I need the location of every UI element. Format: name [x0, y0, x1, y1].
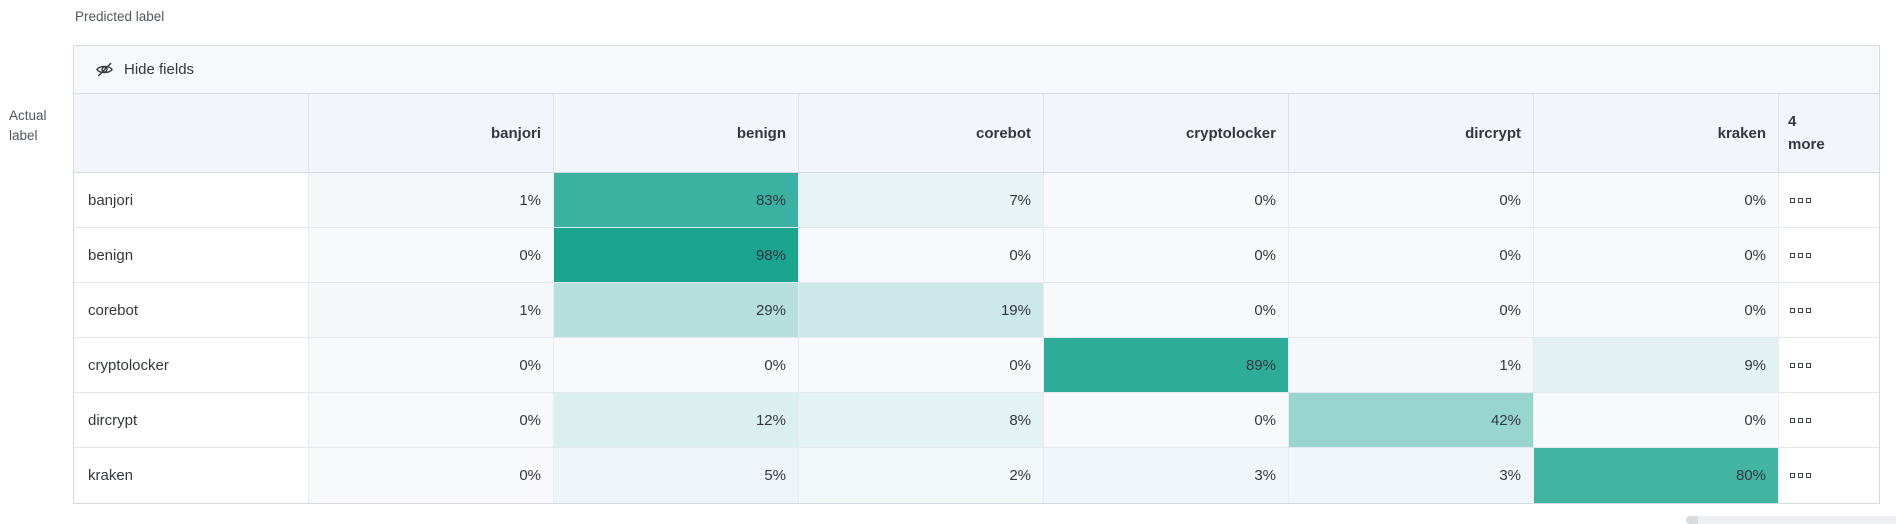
- matrix-cell-dircrypt-banjori[interactable]: 0%: [309, 393, 554, 448]
- more-columns-header[interactable]: 4 more: [1779, 94, 1879, 173]
- more-columns-cell-banjori[interactable]: [1779, 173, 1879, 228]
- boxes-horizontal-icon: [1806, 362, 1811, 368]
- boxes-horizontal-icon: [1790, 197, 1795, 203]
- column-header-kraken[interactable]: kraken: [1534, 94, 1779, 173]
- matrix-cell-benign-dircrypt[interactable]: 0%: [1289, 228, 1534, 283]
- boxes-horizontal-icon: [1790, 307, 1795, 313]
- matrix-cell-corebot-corebot[interactable]: 19%: [799, 283, 1044, 338]
- matrix-row-banjori: banjori 1% 83% 7% 0% 0% 0%: [74, 173, 1879, 228]
- boxes-horizontal-icon: [1790, 417, 1795, 423]
- row-label-corebot[interactable]: corebot: [74, 283, 309, 338]
- scrollbar-thumb[interactable]: [1686, 516, 1698, 524]
- matrix-cell-kraken-kraken[interactable]: 80%: [1534, 448, 1779, 503]
- eye-closed-icon: [95, 60, 114, 79]
- more-columns-cell-cryptolocker[interactable]: [1779, 338, 1879, 393]
- actual-axis-label: Actual label: [9, 108, 47, 143]
- matrix-cell-benign-banjori[interactable]: 0%: [309, 228, 554, 283]
- matrix-cell-corebot-banjori[interactable]: 1%: [309, 283, 554, 338]
- matrix-cell-dircrypt-dircrypt[interactable]: 42%: [1289, 393, 1534, 448]
- matrix-cell-banjori-kraken[interactable]: 0%: [1534, 173, 1779, 228]
- row-label-cryptolocker[interactable]: cryptolocker: [74, 338, 309, 393]
- column-header-corebot[interactable]: corebot: [799, 94, 1044, 173]
- matrix-row-benign: benign 0% 98% 0% 0% 0% 0%: [74, 228, 1879, 283]
- matrix-cell-banjori-banjori[interactable]: 1%: [309, 173, 554, 228]
- column-header-benign[interactable]: benign: [554, 94, 799, 173]
- matrix-cell-cryptolocker-dircrypt[interactable]: 1%: [1289, 338, 1534, 393]
- boxes-horizontal-icon: [1806, 197, 1811, 203]
- matrix-row-cryptolocker: cryptolocker 0% 0% 0% 89% 1% 9%: [74, 338, 1879, 393]
- matrix-cell-benign-cryptolocker[interactable]: 0%: [1044, 228, 1289, 283]
- boxes-horizontal-icon: [1806, 307, 1811, 313]
- boxes-horizontal-icon: [1806, 252, 1811, 258]
- boxes-horizontal-icon: [1798, 197, 1803, 203]
- matrix-cell-corebot-kraken[interactable]: 0%: [1534, 283, 1779, 338]
- column-header-banjori[interactable]: banjori: [309, 94, 554, 173]
- row-label-benign[interactable]: benign: [74, 228, 309, 283]
- matrix-row-kraken: kraken 0% 5% 2% 3% 3% 80%: [74, 448, 1879, 503]
- grid-toolbar: Hide fields: [74, 46, 1879, 94]
- boxes-horizontal-icon: [1798, 307, 1803, 313]
- hide-fields-button[interactable]: Hide fields: [95, 60, 194, 79]
- row-label-kraken[interactable]: kraken: [74, 448, 309, 503]
- column-header-dircrypt[interactable]: dircrypt: [1289, 94, 1534, 173]
- row-label-dircrypt[interactable]: dircrypt: [74, 393, 309, 448]
- header-row: banjori benign corebot cryptolocker dircrypt…: [74, 94, 1879, 173]
- boxes-horizontal-icon: [1798, 417, 1803, 423]
- row-label-banjori[interactable]: banjori: [74, 173, 309, 228]
- matrix-cell-benign-kraken[interactable]: 0%: [1534, 228, 1779, 283]
- matrix-cell-banjori-benign[interactable]: 83%: [554, 173, 799, 228]
- matrix-cell-cryptolocker-benign[interactable]: 0%: [554, 338, 799, 393]
- column-header-cryptolocker[interactable]: cryptolocker: [1044, 94, 1289, 173]
- matrix-cell-cryptolocker-kraken[interactable]: 9%: [1534, 338, 1779, 393]
- hide-fields-label: Hide fields: [124, 61, 195, 78]
- confusion-matrix-grid: Hide fields banjori benign corebot cryptolo…: [73, 45, 1880, 504]
- boxes-horizontal-icon: [1790, 252, 1795, 258]
- matrix-cell-dircrypt-benign[interactable]: 12%: [554, 393, 799, 448]
- more-columns-cell-kraken[interactable]: [1779, 448, 1879, 503]
- matrix-cell-benign-corebot[interactable]: 0%: [799, 228, 1044, 283]
- matrix-row-corebot: corebot 1% 29% 19% 0% 0% 0%: [74, 283, 1879, 338]
- matrix-cell-kraken-cryptolocker[interactable]: 3%: [1044, 448, 1289, 503]
- matrix-cell-banjori-dircrypt[interactable]: 0%: [1289, 173, 1534, 228]
- matrix-cell-kraken-corebot[interactable]: 2%: [799, 448, 1044, 503]
- more-columns-cell-benign[interactable]: [1779, 228, 1879, 283]
- matrix-cell-dircrypt-kraken[interactable]: 0%: [1534, 393, 1779, 448]
- matrix-cell-banjori-cryptolocker[interactable]: 0%: [1044, 173, 1289, 228]
- more-columns-cell-corebot[interactable]: [1779, 283, 1879, 338]
- matrix-cell-kraken-banjori[interactable]: 0%: [309, 448, 554, 503]
- matrix-cell-kraken-dircrypt[interactable]: 3%: [1289, 448, 1534, 503]
- boxes-horizontal-icon: [1806, 417, 1811, 423]
- boxes-horizontal-icon: [1798, 362, 1803, 368]
- matrix-cell-banjori-corebot[interactable]: 7%: [799, 173, 1044, 228]
- boxes-horizontal-icon: [1790, 362, 1795, 368]
- matrix-cell-cryptolocker-banjori[interactable]: 0%: [309, 338, 554, 393]
- boxes-horizontal-icon: [1798, 252, 1803, 258]
- corner-cell: [74, 94, 309, 173]
- more-columns-cell-dircrypt[interactable]: [1779, 393, 1879, 448]
- matrix-cell-corebot-dircrypt[interactable]: 0%: [1289, 283, 1534, 338]
- matrix-row-dircrypt: dircrypt 0% 12% 8% 0% 42% 0%: [74, 393, 1879, 448]
- predicted-axis-label: Predicted label: [75, 9, 165, 24]
- matrix-cell-dircrypt-corebot[interactable]: 8%: [799, 393, 1044, 448]
- matrix-cell-dircrypt-cryptolocker[interactable]: 0%: [1044, 393, 1289, 448]
- boxes-horizontal-icon: [1798, 473, 1803, 478]
- matrix-cell-kraken-benign[interactable]: 5%: [554, 448, 799, 503]
- matrix-cell-corebot-benign[interactable]: 29%: [554, 283, 799, 338]
- grid-body: banjori benign corebot cryptolocker dircrypt…: [74, 94, 1879, 503]
- matrix-cell-cryptolocker-cryptolocker[interactable]: 89%: [1044, 338, 1289, 393]
- boxes-horizontal-icon: [1790, 473, 1795, 478]
- boxes-horizontal-icon: [1806, 473, 1811, 478]
- horizontal-scrollbar[interactable]: [1686, 516, 1896, 524]
- matrix-cell-cryptolocker-corebot[interactable]: 0%: [799, 338, 1044, 393]
- matrix-cell-corebot-cryptolocker[interactable]: 0%: [1044, 283, 1289, 338]
- matrix-cell-benign-benign[interactable]: 98%: [554, 228, 799, 283]
